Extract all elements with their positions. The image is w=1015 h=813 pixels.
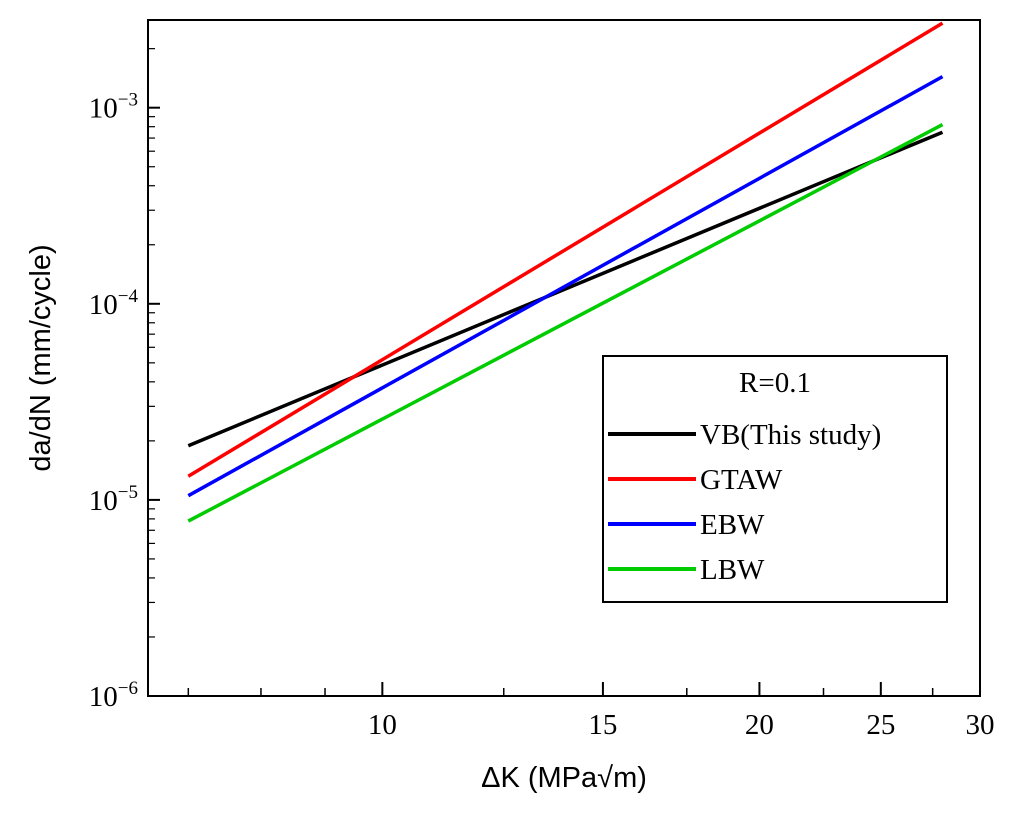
x-tick-label: 15	[588, 709, 617, 741]
y-tick-label: 10−6	[89, 678, 138, 713]
y-tick-label: 10−5	[89, 482, 138, 517]
legend-label: GTAW	[700, 464, 783, 496]
x-axis-label: ΔK (MPa√m)	[481, 762, 647, 794]
series-line	[187, 21, 944, 478]
series-line	[187, 75, 944, 498]
x-tick-label: 25	[866, 709, 895, 741]
y-tick-label: 10−3	[89, 90, 138, 125]
x-tick-label: 20	[745, 709, 774, 741]
y-axis-label: da/dN (mm/cycle)	[25, 244, 57, 471]
legend-title: R=0.1	[739, 367, 811, 399]
plot-frame	[147, 19, 981, 697]
series-lines	[187, 21, 944, 523]
x-tick-label: 30	[966, 709, 995, 741]
legend-label: LBW	[700, 554, 765, 586]
y-tick-label: 10−4	[89, 286, 139, 321]
series-line	[187, 123, 944, 523]
legend-label: VB(This study)	[700, 419, 881, 451]
legend: R=0.1 VB(This study) GTAW EBW LBW	[602, 355, 948, 603]
legend-label: EBW	[700, 509, 765, 541]
x-tick-label: 10	[368, 709, 397, 741]
legend-items: VB(This study) GTAW EBW LBW	[608, 419, 881, 586]
series-line	[187, 130, 944, 448]
